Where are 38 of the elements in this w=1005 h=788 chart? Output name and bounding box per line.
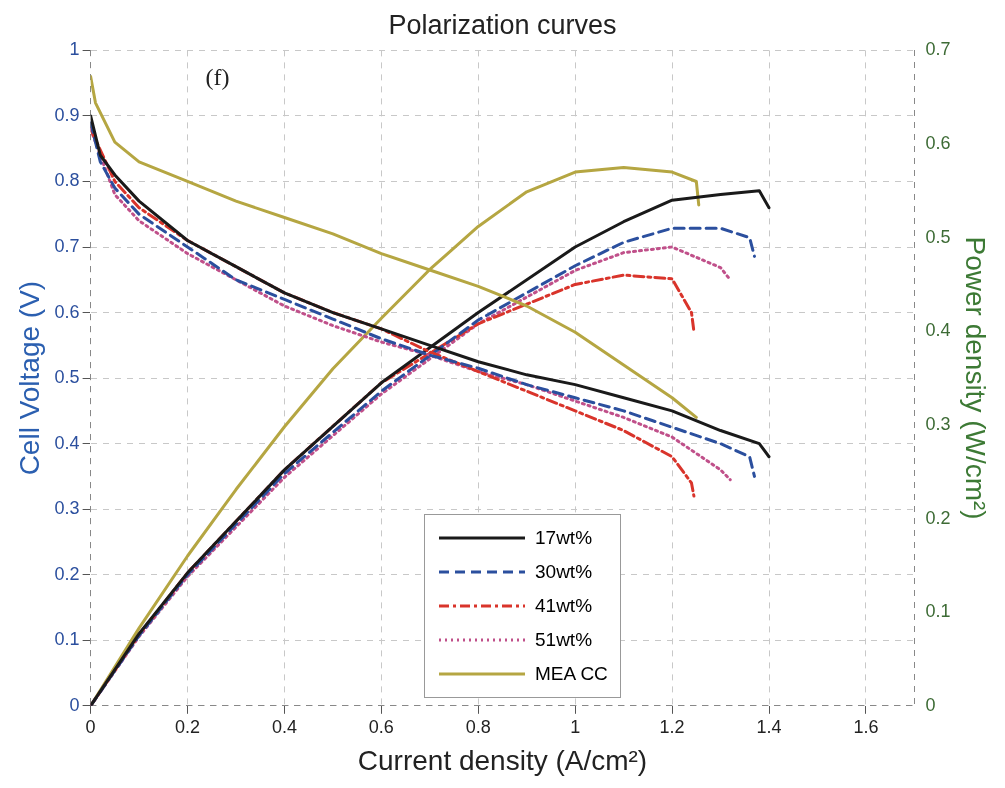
y2-tick-label: 0 [925,694,936,715]
y2-tick-label: 0.6 [925,133,951,153]
y-tick-label: 0.5 [54,367,80,388]
x-tick-label: 1.6 [853,716,879,737]
y-tick-label: 0.6 [54,301,80,322]
legend-label: 51wt% [535,628,593,651]
x-tick-label: 1 [570,716,581,737]
y2-tick-label: 0.2 [925,507,951,528]
x-axis-title: Current density (A/cm²) [357,744,648,776]
y-tick-label: 0.4 [54,432,80,453]
y-tick-label: 1 [69,39,80,60]
x-tick-label: 0.2 [175,716,201,737]
y-tick-label: 0.2 [54,563,80,584]
legend-label: MEA CC [535,662,608,685]
y-tick-label: 0.7 [54,235,80,256]
y2-axis-title: Power density (W/cm²) [960,236,992,520]
y-tick-label: 0.1 [54,629,80,650]
y-tick-label: 0.3 [54,498,80,519]
y2-tick-label: 0.3 [925,413,951,434]
y2-tick-label: 0.1 [925,601,951,622]
y2-tick-label: 0.4 [925,320,951,341]
x-tick-label: 0 [85,716,96,737]
y-tick-label: 0.8 [54,170,80,191]
legend-label: 30wt% [535,560,593,583]
x-tick-label: 0.6 [368,716,394,737]
y-axis-title: Cell Voltage (V) [13,280,45,476]
x-tick-label: 0.4 [271,716,297,737]
y-tick-label: 0 [69,694,80,715]
legend-label: 41wt% [535,594,593,617]
legend-label: 17wt% [535,526,593,549]
annotation: (f) [205,64,230,91]
y2-tick-label: 0.5 [925,226,951,247]
chart-title: Polarization curves [388,9,617,40]
y-tick-label: 0.9 [54,104,80,125]
y2-tick-label: 0.7 [925,39,951,60]
x-tick-label: 1.4 [756,716,782,737]
x-tick-label: 0.8 [465,716,491,737]
x-tick-label: 1.2 [659,716,685,737]
